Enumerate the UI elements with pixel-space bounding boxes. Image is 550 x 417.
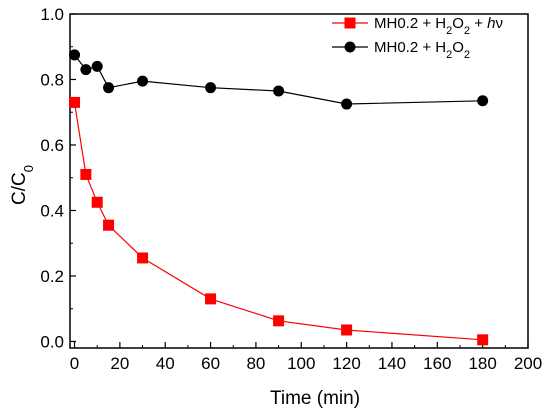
legend-item-2: MH0.2 + H2O2 [332,39,470,61]
legend-label: MH0.2 + H2O2 [374,39,470,61]
legend-marker-square [344,17,356,29]
legend-label: MH0.2 + H2O2 + hν [374,15,503,37]
data-point-square [69,96,81,108]
data-point-square [80,168,92,180]
x-tick-label: 60 [201,354,220,373]
data-point-circle [103,82,115,94]
axes: 0 20 40 60 80 100 120 140 160 180 200 0.0 0.2 0.4 0.6 0… [40,5,542,373]
series-line [73,102,483,341]
y-tick-label: 1.0 [40,5,64,24]
y-tick-label: 0.4 [40,201,64,220]
x-tick-label: 40 [156,354,175,373]
data-point-circle [80,64,92,76]
y-tick-label: 0.2 [40,267,64,286]
legend-marker-circle [344,41,356,53]
x-tick-label: 0 [70,354,79,373]
data-point-square [341,324,353,336]
legend-text-part: O [452,15,464,32]
y-tick-label: 0.8 [40,70,64,89]
data-point-circle [477,95,489,107]
data-point-square [205,293,217,305]
legend-subscript: 2 [446,49,452,61]
series-layer [69,49,489,346]
x-axis-title: Time (min) [270,388,360,409]
y-tick-label: 0.6 [40,136,64,155]
legend-text-part: MH0.2 + H [374,39,446,56]
data-point-circle [273,85,285,97]
legend-text-part: MH0.2 + H [374,15,446,32]
data-point-circle [91,60,103,72]
legend-text-part: + [470,15,487,32]
legend-subscript: 2 [446,25,452,37]
series-1 [69,96,489,346]
data-point-square [137,252,149,264]
data-point-circle [205,82,217,94]
x-tick-label: 140 [378,354,406,373]
data-point-circle [137,75,149,87]
y-tick-label: 0.0 [40,332,64,351]
x-tick-label: 160 [423,354,451,373]
y-axis-title-main: C/C [9,172,30,205]
data-point-circle [341,98,353,110]
x-tick-label: 20 [110,354,129,373]
x-tick-label: 80 [246,354,265,373]
data-point-circle [69,49,81,61]
plot-frame [69,13,529,349]
x-tick-label: 100 [287,354,315,373]
y-axis-title-subscript: 0 [21,165,36,172]
x-tick-label: 120 [332,354,360,373]
x-tick-label: 200 [514,354,542,373]
legend-italic: h [487,15,495,32]
data-point-square [477,334,489,346]
legend-item-1: MH0.2 + H2O2 + hν [332,15,503,37]
series-line [74,54,483,105]
legend-text-part: O [452,39,464,56]
legend-subscript: 2 [464,49,470,61]
series-2 [69,49,489,110]
data-point-square [91,196,103,208]
legend-subscript: 2 [464,25,470,37]
data-point-square [103,219,115,231]
legend-text-part: ν [495,15,503,32]
data-point-square [273,315,285,327]
x-tick-label: 180 [468,354,496,373]
y-axis-title: C/C0 [9,165,36,205]
